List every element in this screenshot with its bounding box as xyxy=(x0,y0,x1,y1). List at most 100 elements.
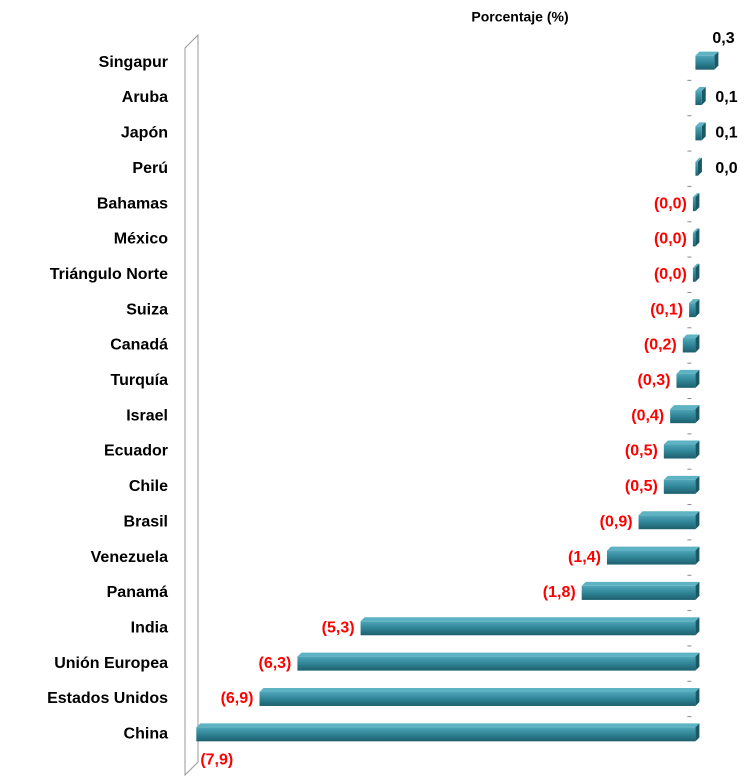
value-label: (0,1) xyxy=(650,301,683,318)
bar-side xyxy=(695,440,700,459)
value-label: (0,5) xyxy=(625,478,658,495)
y-tick-label: Bahamas xyxy=(97,195,168,212)
y-tick-label: Israel xyxy=(126,407,168,424)
bar xyxy=(692,232,696,247)
value-label: (0,0) xyxy=(654,195,687,212)
bar xyxy=(695,161,698,176)
bar xyxy=(259,691,696,706)
bar xyxy=(196,727,696,742)
bar-side xyxy=(701,122,706,141)
y-tick-label: Suiza xyxy=(126,301,168,318)
value-label: (6,9) xyxy=(221,690,254,707)
y-tick-label: China xyxy=(124,726,169,743)
y-tick-label: Panamá xyxy=(107,584,168,601)
bar-side xyxy=(695,546,700,565)
y-tick-label: Unión Europea xyxy=(54,655,168,672)
y-tick-label: Ecuador xyxy=(104,443,168,460)
bar-top xyxy=(695,87,706,92)
value-label: (1,8) xyxy=(543,584,576,601)
bar xyxy=(695,126,702,141)
axis-wall xyxy=(184,33,199,777)
value-label: (1,4) xyxy=(568,549,601,566)
y-tick-label: Aruba xyxy=(122,89,168,106)
bar-top xyxy=(695,51,719,56)
y-tick-label: Venezuela xyxy=(91,549,168,566)
bar-top xyxy=(297,652,700,657)
bar-side xyxy=(714,51,719,70)
bar-top xyxy=(606,546,700,551)
bar xyxy=(663,479,696,494)
bar-side xyxy=(695,369,700,388)
value-label: 0,3 xyxy=(712,30,734,47)
y-tick-label: Chile xyxy=(129,478,168,495)
bar-top xyxy=(663,440,700,445)
bar-side xyxy=(701,87,706,106)
bar-top xyxy=(695,157,702,162)
value-label: 0,0 xyxy=(715,160,737,177)
y-tick-label: México xyxy=(114,231,168,248)
value-label: (0,0) xyxy=(654,266,687,283)
bar-side xyxy=(695,475,700,494)
bar-side xyxy=(695,581,700,600)
value-label: (0,3) xyxy=(638,372,671,389)
value-label: 0,1 xyxy=(715,125,737,142)
bar xyxy=(695,91,702,106)
value-label: (0,5) xyxy=(625,443,658,460)
bar xyxy=(670,409,696,424)
bar xyxy=(663,444,696,459)
bar-side xyxy=(695,687,700,706)
bar-top xyxy=(692,263,700,268)
bar-top xyxy=(670,405,700,410)
bar-top xyxy=(581,581,700,586)
bar xyxy=(692,197,696,212)
bar-side xyxy=(697,157,702,176)
bar xyxy=(581,585,696,600)
value-label: (0,2) xyxy=(644,337,677,354)
y-tick-label: Triángulo Norte xyxy=(50,266,168,283)
bar-top xyxy=(663,475,700,480)
value-label: 0,1 xyxy=(715,89,737,106)
y-tick-label: Estados Unidos xyxy=(47,690,168,707)
bar-top xyxy=(360,617,700,622)
bar xyxy=(695,55,715,70)
bar-top xyxy=(676,369,700,374)
bar-side xyxy=(695,193,700,212)
bar-side xyxy=(695,617,700,636)
bar-side xyxy=(695,652,700,671)
bar-top xyxy=(682,334,700,339)
y-tick-label: Perú xyxy=(132,160,168,177)
y-tick-label: Singapur xyxy=(99,54,168,71)
value-label: (0,9) xyxy=(600,513,633,530)
value-label: (5,3) xyxy=(322,619,355,636)
bar xyxy=(692,267,696,282)
bar-top xyxy=(689,299,700,304)
bar-side xyxy=(695,405,700,424)
bar xyxy=(638,515,696,530)
bar xyxy=(606,550,696,565)
bar xyxy=(360,621,696,636)
y-tick-label: Brasil xyxy=(124,513,168,530)
bar-top xyxy=(196,723,700,728)
bar-top xyxy=(638,511,700,516)
y-tick-label: Turquía xyxy=(111,372,169,389)
bar-side xyxy=(695,334,700,353)
y-tick-label: India xyxy=(131,619,168,636)
bar xyxy=(676,373,696,388)
bar xyxy=(682,338,696,353)
bar-top xyxy=(695,122,706,127)
bar xyxy=(297,656,696,671)
axis-title: Porcentaje (%) xyxy=(471,9,568,25)
bar-side xyxy=(695,511,700,530)
bar-side xyxy=(695,263,700,282)
value-label: (6,3) xyxy=(258,655,291,672)
y-tick-label: Japón xyxy=(121,125,168,142)
bar-top xyxy=(259,687,700,692)
value-label: (0,4) xyxy=(631,407,664,424)
bar xyxy=(689,303,696,318)
bar-top xyxy=(692,193,700,198)
bar-side xyxy=(695,228,700,247)
value-label: (7,9) xyxy=(200,752,233,769)
bar-side xyxy=(695,723,700,742)
bar-side xyxy=(695,299,700,318)
